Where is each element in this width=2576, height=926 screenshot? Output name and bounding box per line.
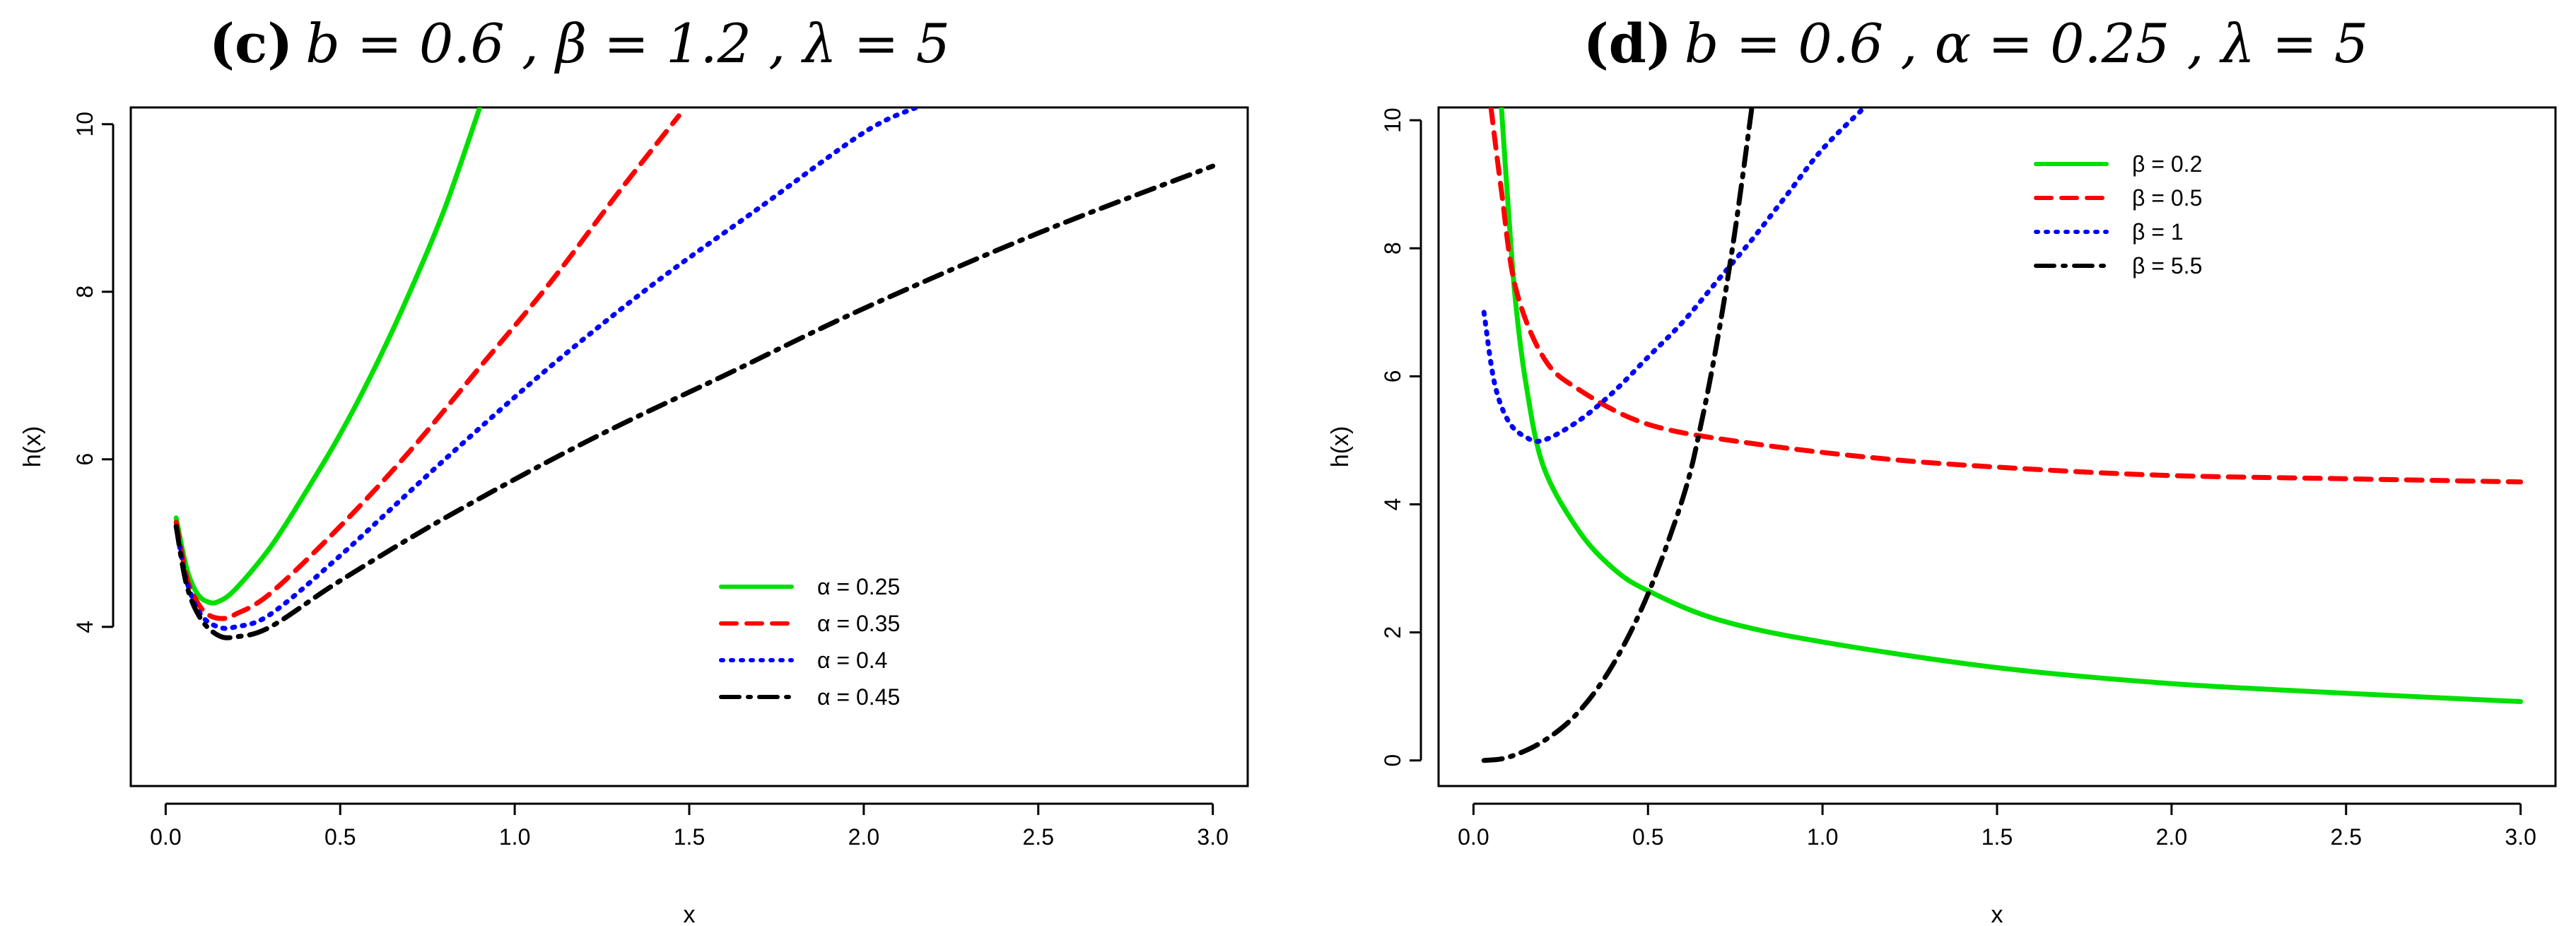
x-tick-label: 2.0 [2156,824,2187,850]
series-line-2 [1481,107,1867,444]
legend-entry: α = 0.45 [817,684,900,710]
series-line-3 [173,163,1216,640]
x-tick-label: 1.0 [499,824,530,850]
series-line-2 [173,107,919,631]
legend: β = 0.2 β = 0.5 β = 1 β = 5.5 [2034,151,2202,279]
x-tick-label: 0.0 [150,824,181,850]
chart-title-main: b = 0.6 , β = 1.2 , λ = 5 [305,12,950,75]
chart-title: (c) b = 0.6 , β = 1.2 , λ = 5 [209,12,950,75]
legend-entry: α = 0.35 [817,611,900,636]
series-line-1 [1488,107,2524,485]
series-line-0 [1499,107,2524,704]
plot-frame [1437,106,2557,787]
series-line-1 [173,113,681,621]
legend-entry: β = 1 [2132,219,2184,245]
y-tick-label: 0 [1380,754,1405,767]
x-axis-label: x [1991,901,2003,926]
legend-entry: β = 0.5 [2132,185,2202,211]
y-tick-label: 6 [1380,370,1405,382]
legend: α = 0.25 α = 0.35 α = 0.4 α = 0.45 [719,574,900,710]
x-tick-label: 0.5 [1632,824,1663,850]
y-tick-label: 10 [72,112,98,137]
chart-panel-c: (c) b = 0.6 , β = 1.2 , λ = 5 0.0 0.5 1.0 1.5… [19,12,1249,926]
x-tick-label: 2.0 [848,824,879,850]
x-tick-label: 1.5 [674,824,705,850]
x-tick-label: 0.5 [324,824,356,850]
series-line-0 [173,107,483,606]
x-tick-label: 0.0 [1458,824,1489,850]
x-tick-label: 3.0 [1197,824,1228,850]
legend-entry: β = 0.2 [2132,151,2202,177]
chart-title: (d) b = 0.6 , α = 0.25 , λ = 5 [1583,12,2369,75]
legend-entry: β = 5.5 [2132,253,2202,279]
chart-title-prefix: (d) [1583,12,1672,75]
y-tick-label: 4 [72,621,98,633]
x-tick-label: 1.5 [1981,824,2013,850]
series-group [1481,107,2524,763]
y-tick-label: 10 [1380,107,1405,133]
series-line-3 [1481,107,1755,763]
x-tick-label: 2.5 [2331,824,2362,850]
y-tick-label: 2 [1380,626,1405,639]
series-group [173,107,1216,640]
legend-entry: α = 0.25 [817,574,900,599]
x-tick-label: 2.5 [1023,824,1054,850]
chart-panel-d: (d) b = 0.6 , α = 0.25 , λ = 5 0.0 0.5 1.0 1.… [1327,12,2557,926]
x-axis-label: x [684,901,696,926]
chart-title-main: b = 0.6 , α = 0.25 , λ = 5 [1685,12,2369,75]
y-axis-label: h(x) [1327,426,1354,468]
legend-entry: α = 0.4 [817,647,887,673]
y-tick-label: 8 [1380,242,1405,254]
plot-frame [129,106,1249,787]
y-tick-label: 8 [72,286,98,298]
y-tick-label: 4 [1380,498,1405,511]
chart-title-prefix: (c) [209,12,293,75]
y-axis-label: h(x) [19,426,46,468]
y-tick-label: 6 [72,453,98,466]
x-tick-label: 3.0 [2505,824,2536,850]
x-tick-label: 1.0 [1807,824,1838,850]
